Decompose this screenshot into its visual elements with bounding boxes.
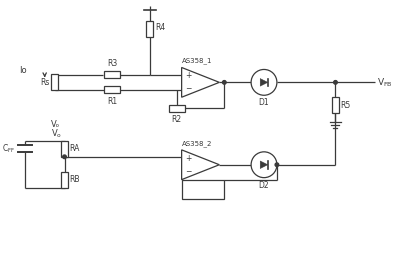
Text: +: +: [186, 154, 192, 163]
Text: RB: RB: [69, 175, 80, 184]
Circle shape: [63, 155, 66, 159]
Text: Io: Io: [19, 66, 27, 75]
Bar: [61, 141, 68, 157]
Text: D1: D1: [259, 98, 269, 107]
Text: RA: RA: [69, 144, 80, 153]
Polygon shape: [260, 161, 268, 168]
Polygon shape: [182, 150, 220, 180]
Text: Rs: Rs: [40, 78, 50, 87]
Polygon shape: [260, 79, 268, 86]
Text: AS358_2: AS358_2: [181, 140, 212, 147]
Text: −: −: [186, 167, 192, 176]
Bar: [332, 97, 339, 113]
Text: +: +: [186, 72, 192, 80]
Text: AS358_1: AS358_1: [181, 58, 212, 64]
Text: Vₒ: Vₒ: [52, 120, 61, 128]
Bar: [169, 105, 185, 112]
Text: R3: R3: [107, 59, 117, 68]
Bar: [61, 172, 68, 187]
Text: V$_{\mathregular{FB}}$: V$_{\mathregular{FB}}$: [377, 76, 393, 89]
Circle shape: [275, 163, 279, 166]
Text: R2: R2: [172, 115, 182, 124]
Text: V$_{\mathregular{o}}$: V$_{\mathregular{o}}$: [51, 127, 63, 140]
Text: D2: D2: [259, 181, 269, 190]
Bar: [146, 21, 153, 37]
Circle shape: [223, 81, 226, 84]
Text: R1: R1: [107, 97, 117, 106]
Bar: [51, 74, 58, 90]
Bar: [104, 72, 120, 79]
Bar: [104, 86, 120, 93]
Text: R4: R4: [155, 23, 165, 32]
Text: C$_{\mathregular{FF}}$: C$_{\mathregular{FF}}$: [2, 142, 15, 155]
Circle shape: [251, 69, 277, 95]
Text: −: −: [186, 84, 192, 93]
Circle shape: [334, 81, 337, 84]
Bar: [182, 180, 224, 199]
Polygon shape: [182, 68, 220, 97]
Text: R5: R5: [341, 101, 351, 110]
Circle shape: [251, 152, 277, 178]
